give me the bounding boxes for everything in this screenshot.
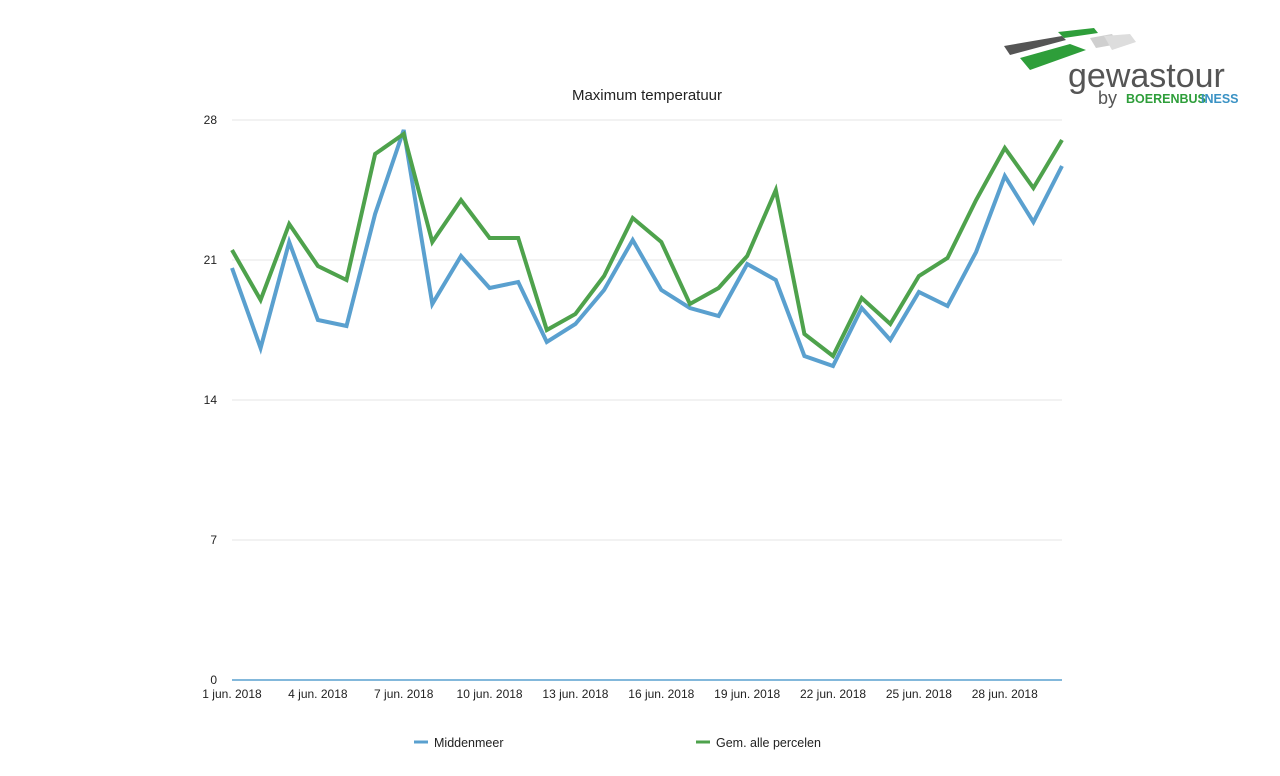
x-axis-tick-labels: 1 jun. 2018 4 jun. 2018 7 jun. 2018 10 jun.… <box>202 687 1038 701</box>
x-tick-label: 10 jun. 2018 <box>457 687 523 701</box>
logo-stripe-gray-2 <box>1104 34 1136 50</box>
logo-stripe-green-bottom <box>1020 44 1086 70</box>
legend-item-middenmeer[interactable]: Middenmeer <box>414 736 503 750</box>
legend-item-gem-alle-percelen[interactable]: Gem. alle percelen <box>696 736 821 750</box>
y-tick-label: 7 <box>210 533 217 547</box>
x-tick-label: 1 jun. 2018 <box>202 687 262 701</box>
x-tick-label: 19 jun. 2018 <box>714 687 780 701</box>
x-tick-label: 13 jun. 2018 <box>542 687 608 701</box>
x-tick-label: 7 jun. 2018 <box>374 687 434 701</box>
gewastour-logo: gewastour by BOERENBUS INESS <box>1004 28 1239 108</box>
y-axis-tick-labels: 0 7 14 21 28 <box>204 113 218 687</box>
gridlines <box>232 119 1062 541</box>
legend-label-gem-alle-percelen: Gem. alle percelen <box>716 736 821 750</box>
y-tick-label: 21 <box>204 253 218 267</box>
logo-brand-part1: BOERENBUS <box>1126 92 1206 106</box>
x-tick-label: 28 jun. 2018 <box>972 687 1038 701</box>
logo-word: gewastour <box>1068 57 1225 95</box>
logo-stripe-green-top <box>1058 28 1098 38</box>
x-tick-label: 4 jun. 2018 <box>288 687 348 701</box>
y-tick-label: 28 <box>204 113 218 127</box>
logo-brand-part2: INESS <box>1201 92 1239 106</box>
logo-by: by <box>1098 88 1117 108</box>
y-tick-label: 0 <box>210 673 217 687</box>
series-line-gem-alle-percelen <box>230 130 1064 360</box>
series-lines <box>230 129 1064 369</box>
legend-label-middenmeer: Middenmeer <box>434 736 503 750</box>
chart-title: Maximum temperatuur <box>572 87 722 104</box>
x-tick-label: 22 jun. 2018 <box>800 687 866 701</box>
y-tick-label: 14 <box>204 393 218 407</box>
logo-stripe-dark <box>1004 36 1066 55</box>
series-line-middenmeer <box>230 129 1064 369</box>
x-tick-label: 25 jun. 2018 <box>886 687 952 701</box>
x-tick-label: 16 jun. 2018 <box>628 687 694 701</box>
legend: Middenmeer Gem. alle percelen <box>414 736 821 750</box>
